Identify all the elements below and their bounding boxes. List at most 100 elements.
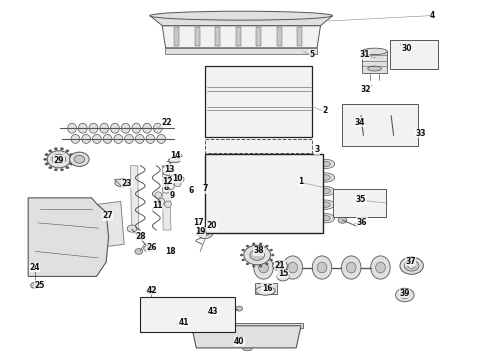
Text: 9: 9 — [169, 191, 174, 200]
Ellipse shape — [400, 257, 423, 274]
Text: 30: 30 — [401, 44, 412, 53]
Ellipse shape — [389, 110, 393, 113]
Text: 14: 14 — [171, 151, 181, 160]
Ellipse shape — [197, 227, 213, 239]
Ellipse shape — [408, 263, 416, 269]
Polygon shape — [192, 326, 301, 348]
Ellipse shape — [312, 256, 332, 279]
Ellipse shape — [74, 156, 85, 163]
Ellipse shape — [339, 199, 344, 206]
Text: 15: 15 — [278, 269, 288, 278]
Ellipse shape — [31, 224, 37, 229]
Ellipse shape — [168, 158, 180, 163]
Ellipse shape — [167, 306, 187, 320]
Ellipse shape — [259, 262, 269, 273]
Polygon shape — [130, 166, 139, 230]
Ellipse shape — [240, 254, 243, 256]
Ellipse shape — [155, 192, 162, 198]
Text: 26: 26 — [146, 243, 157, 252]
Ellipse shape — [386, 134, 401, 142]
FancyBboxPatch shape — [140, 297, 235, 332]
Ellipse shape — [209, 149, 218, 152]
Ellipse shape — [338, 217, 347, 223]
Ellipse shape — [266, 245, 269, 247]
Text: 19: 19 — [195, 227, 205, 236]
Ellipse shape — [47, 151, 71, 168]
Ellipse shape — [238, 206, 248, 213]
Ellipse shape — [31, 267, 37, 271]
Ellipse shape — [396, 58, 432, 63]
Polygon shape — [297, 27, 302, 46]
Ellipse shape — [207, 67, 216, 73]
Text: 11: 11 — [152, 201, 163, 210]
Ellipse shape — [371, 256, 390, 279]
Ellipse shape — [316, 186, 335, 196]
Ellipse shape — [246, 245, 249, 247]
Ellipse shape — [368, 66, 381, 71]
Text: 5: 5 — [310, 50, 315, 59]
Text: 43: 43 — [208, 307, 219, 316]
Ellipse shape — [242, 259, 245, 261]
FancyBboxPatch shape — [205, 66, 312, 137]
Ellipse shape — [374, 196, 385, 210]
Ellipse shape — [286, 203, 303, 216]
Ellipse shape — [158, 198, 165, 204]
Ellipse shape — [266, 263, 269, 265]
FancyBboxPatch shape — [390, 40, 438, 69]
Ellipse shape — [111, 123, 119, 133]
Ellipse shape — [157, 301, 196, 324]
Ellipse shape — [270, 259, 273, 261]
Ellipse shape — [346, 262, 356, 273]
Ellipse shape — [359, 110, 364, 113]
Ellipse shape — [49, 166, 52, 169]
Ellipse shape — [246, 263, 249, 265]
Ellipse shape — [30, 265, 38, 270]
Ellipse shape — [66, 166, 69, 169]
Text: 20: 20 — [207, 221, 217, 230]
Ellipse shape — [121, 123, 130, 133]
Text: 23: 23 — [122, 179, 132, 188]
Text: 34: 34 — [354, 118, 365, 127]
Ellipse shape — [362, 48, 387, 55]
Ellipse shape — [375, 262, 385, 273]
Ellipse shape — [320, 175, 330, 180]
Ellipse shape — [70, 152, 89, 166]
Ellipse shape — [316, 213, 335, 223]
Ellipse shape — [173, 154, 182, 158]
Ellipse shape — [276, 263, 284, 269]
Ellipse shape — [52, 154, 66, 164]
Ellipse shape — [234, 141, 249, 151]
Ellipse shape — [256, 286, 275, 295]
Ellipse shape — [135, 134, 144, 143]
Polygon shape — [256, 27, 261, 46]
Ellipse shape — [285, 75, 292, 82]
Ellipse shape — [396, 42, 432, 48]
Ellipse shape — [386, 108, 396, 115]
Text: 37: 37 — [405, 257, 416, 266]
Ellipse shape — [290, 206, 299, 213]
Text: 3: 3 — [315, 145, 320, 154]
Ellipse shape — [163, 187, 170, 193]
Text: 28: 28 — [135, 232, 146, 241]
Ellipse shape — [177, 176, 184, 183]
Ellipse shape — [283, 256, 302, 279]
Ellipse shape — [316, 173, 335, 182]
Ellipse shape — [242, 249, 245, 251]
Ellipse shape — [45, 153, 49, 156]
Ellipse shape — [352, 199, 357, 206]
Ellipse shape — [172, 309, 182, 316]
Ellipse shape — [70, 163, 73, 165]
Ellipse shape — [390, 135, 397, 140]
Bar — [189, 323, 303, 328]
Ellipse shape — [229, 118, 240, 126]
Ellipse shape — [132, 123, 141, 133]
Ellipse shape — [71, 158, 74, 161]
Ellipse shape — [31, 249, 37, 253]
Ellipse shape — [234, 71, 249, 85]
Ellipse shape — [114, 134, 122, 143]
Ellipse shape — [174, 180, 181, 187]
Ellipse shape — [211, 168, 223, 182]
Text: 13: 13 — [164, 165, 175, 174]
Text: 33: 33 — [415, 129, 426, 138]
Ellipse shape — [377, 199, 382, 206]
